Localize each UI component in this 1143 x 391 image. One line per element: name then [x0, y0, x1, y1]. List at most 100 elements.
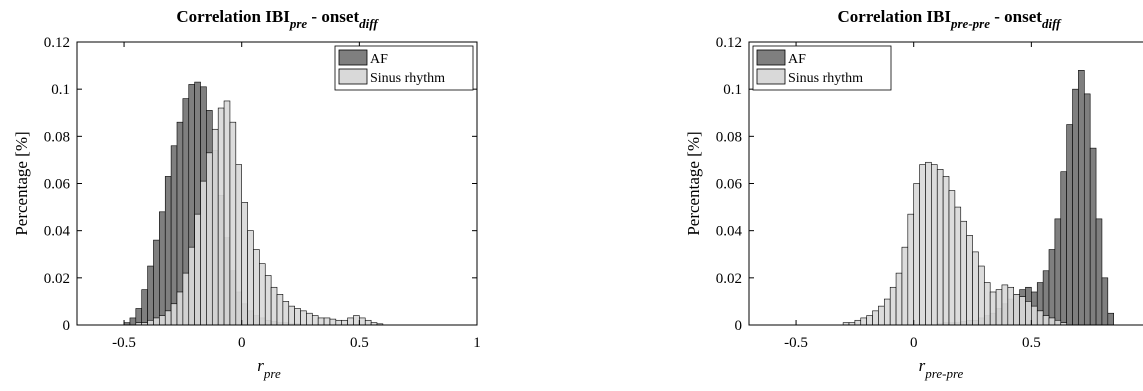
histogram-bar: [948, 190, 956, 326]
x-tick-label: -0.5: [784, 335, 808, 351]
chart-title-subscript: diff: [1042, 16, 1062, 31]
y-tick-label: 0.04: [716, 224, 743, 240]
histogram-bar: [153, 239, 160, 326]
chart-title-main: Correlation IBI: [838, 7, 952, 26]
histogram-bar: [866, 315, 873, 326]
histogram-bar: [364, 319, 372, 326]
histogram-bar: [1001, 284, 1009, 326]
histogram-bar: [335, 319, 343, 326]
x-tick-label: 0.5: [1022, 335, 1041, 351]
histogram-bar: [164, 310, 172, 326]
histogram-bar: [353, 315, 360, 326]
chart-panel-2: 0 0.02 0.04 0.06 0.08 0.1 0.12 -0.5 0 0.5 Correlat…: [684, 7, 1143, 381]
legend: AF Sinus rhythm: [752, 45, 892, 91]
chart-title: Correlation IBIpre - onsetdiff: [176, 7, 379, 31]
histogram-bar: [931, 164, 938, 326]
histogram-bar: [323, 317, 331, 326]
y-tick-label: 0.08: [716, 129, 742, 145]
x-axis-label: rpre-pre: [919, 356, 964, 381]
y-tick-label: 0.08: [44, 129, 70, 145]
histogram-bar: [960, 220, 967, 326]
x-tick-label: 0: [910, 335, 918, 351]
histogram-bar: [194, 213, 201, 326]
legend-entry: AF: [788, 52, 806, 67]
histogram-bar: [141, 289, 148, 326]
legend: AF Sinus rhythm: [334, 45, 474, 91]
histogram-bar: [1036, 310, 1044, 326]
histogram-bar: [1013, 294, 1020, 326]
histogram-bar: [317, 317, 325, 326]
histogram-bar: [883, 298, 891, 326]
histogram-bar: [1019, 296, 1026, 326]
histogram-bar: [294, 308, 301, 326]
histogram-bar: [1031, 305, 1038, 326]
histogram-bar: [1060, 171, 1067, 326]
histogram-bar: [253, 249, 260, 326]
x-axis-label-main: r: [919, 356, 926, 375]
histogram-bar: [983, 282, 991, 326]
x-axis-label: rpre: [257, 356, 281, 381]
legend-swatch: [756, 68, 786, 85]
histogram-bar: [329, 318, 337, 326]
histogram-bar: [936, 169, 944, 326]
histogram-bar: [164, 176, 172, 326]
x-tick-label: 0.5: [350, 335, 369, 351]
x-axis-label-subscript: pre-pre: [924, 366, 963, 381]
x-axis-label-main: r: [257, 356, 264, 375]
histogram-bar: [1078, 70, 1085, 326]
histogram-bar: [206, 152, 213, 326]
x-axis-label-subscript: pre: [263, 366, 281, 381]
y-tick-label: 0.12: [44, 35, 70, 51]
histogram-bar: [1048, 317, 1056, 326]
histogram-bar: [1054, 319, 1062, 326]
histogram-bar: [347, 317, 354, 326]
histogram-bar: [972, 251, 979, 326]
histogram-bar: [247, 230, 254, 326]
histogram-bar: [895, 272, 903, 326]
histogram-bar: [913, 183, 920, 326]
histogram-bar: [907, 213, 915, 326]
histogram-bar: [276, 294, 284, 326]
histogram-bar: [306, 312, 313, 326]
histogram-bar: [159, 211, 166, 326]
histogram-bar: [1089, 147, 1097, 326]
histogram-bar: [1048, 249, 1056, 326]
histogram-bar: [153, 317, 160, 326]
histogram-bar: [200, 180, 207, 326]
histogram-bar: [954, 206, 962, 326]
histogram-bar: [159, 315, 166, 326]
histogram-bar: [288, 305, 295, 326]
histogram-bar: [270, 286, 278, 326]
histogram-bar: [966, 235, 973, 326]
chart-title-mid: - onset: [990, 7, 1042, 26]
histogram-bar: [359, 317, 366, 326]
y-tick-label: 0.06: [716, 177, 743, 193]
chart-title-subscript: pre-pre: [950, 16, 990, 31]
histogram-bar: [854, 319, 862, 326]
legend-swatch: [338, 68, 368, 85]
histogram-bar: [217, 107, 225, 326]
y-axis-label: Percentage [%]: [684, 131, 703, 235]
histogram-bar: [170, 303, 178, 326]
y-tick-label: 0: [63, 318, 71, 334]
histogram-bar: [170, 145, 178, 326]
histogram-bar: [211, 128, 219, 326]
histogram-bar: [1054, 218, 1062, 326]
histogram-bar: [878, 305, 885, 326]
histogram-bar: [241, 202, 248, 326]
histogram-bar: [223, 100, 231, 326]
histogram-bar: [147, 319, 154, 326]
y-axis-label: Percentage [%]: [12, 131, 31, 235]
x-tick-label: -0.5: [112, 335, 136, 351]
legend-entry: AF: [370, 52, 388, 67]
y-tick-label: 0.02: [716, 271, 742, 287]
histogram-bar: [889, 286, 897, 326]
y-tick-label: 0.1: [723, 82, 742, 98]
histogram-bar: [1107, 312, 1114, 326]
histogram-bar: [176, 291, 184, 326]
histogram-bar: [989, 291, 997, 326]
histogram-bar: [1072, 88, 1079, 326]
histogram-bar: [282, 301, 290, 326]
chart-title-mid: - onset: [307, 7, 359, 26]
